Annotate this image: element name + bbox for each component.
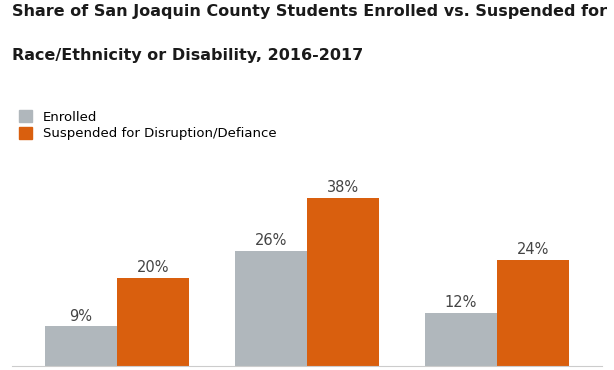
Text: Share of San Joaquin County Students Enrolled vs. Suspended for Defiance by: Share of San Joaquin County Students Enr… [12,4,614,19]
Legend: Enrolled, Suspended for Disruption/Defiance: Enrolled, Suspended for Disruption/Defia… [19,110,276,140]
Text: 38%: 38% [327,180,359,195]
Text: 12%: 12% [445,295,477,310]
Text: 26%: 26% [255,233,287,248]
Text: 24%: 24% [517,242,550,257]
Bar [117,278,189,366]
Bar [497,260,569,366]
Text: Race/Ethnicity or Disability, 2016-2017: Race/Ethnicity or Disability, 2016-2017 [12,48,363,63]
Text: 9%: 9% [69,309,92,324]
Bar [425,313,497,366]
Bar [45,326,117,366]
Text: 20%: 20% [137,260,169,275]
Bar [235,251,307,366]
Bar [307,198,379,366]
